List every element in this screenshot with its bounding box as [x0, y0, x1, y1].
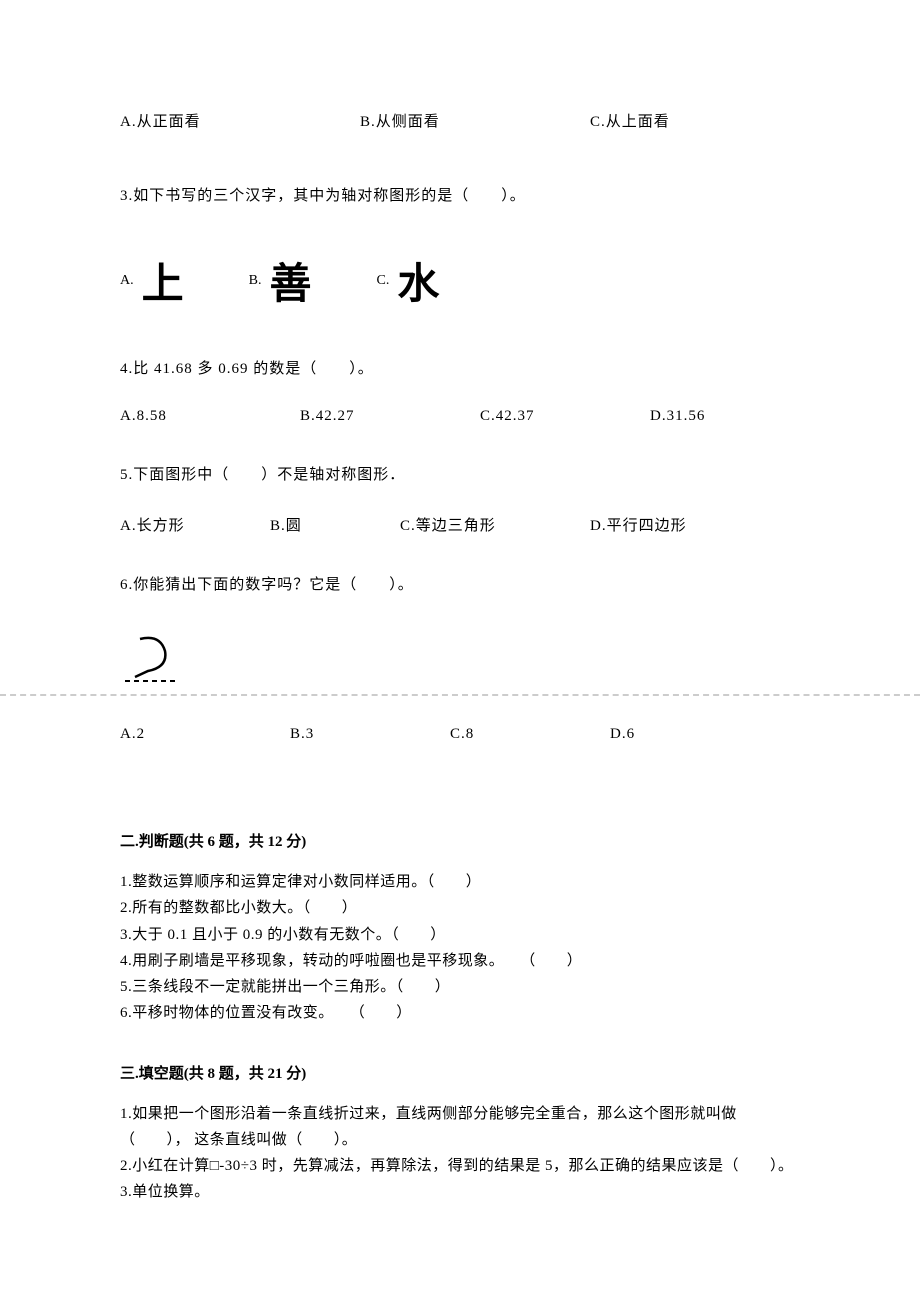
q5-option-a: A.长方形 [120, 514, 270, 535]
q3-label-a: A. [120, 273, 134, 289]
q3-option-b: B. 善 [249, 250, 312, 311]
q5-text: 5.下面图形中（ ）不是轴对称图形． [120, 462, 800, 489]
judge-1: 1.整数运算顺序和运算定律对小数同样适用。（ ） [120, 869, 800, 895]
q3-text: 3.如下书写的三个汉字，其中为轴对称图形的是（ ）。 [120, 183, 800, 210]
q3-label-c: C. [377, 273, 390, 289]
q6-option-d: D.6 [610, 726, 635, 743]
q4-option-b: B.42.27 [300, 408, 480, 425]
q3-char-c: 水 [397, 250, 439, 311]
q3-label-b: B. [249, 273, 262, 289]
q4-option-a: A.8.58 [120, 408, 300, 425]
q2-option-c: C.从上面看 [590, 110, 670, 131]
q5-options: A.长方形 B.圆 C.等边三角形 D.平行四边形 [120, 514, 800, 535]
q6-option-b: B.3 [290, 726, 450, 743]
q4-options: A.8.58 B.42.27 C.42.37 D.31.56 [120, 408, 800, 425]
q6-option-a: A.2 [120, 726, 290, 743]
q3-option-a: A. 上 [120, 250, 184, 311]
q4-text: 4.比 41.68 多 0.69 的数是（ ）。 [120, 356, 800, 383]
page-divider [0, 694, 920, 696]
q2-option-b: B.从侧面看 [360, 110, 590, 131]
q2-options: A.从正面看 B.从侧面看 C.从上面看 [120, 110, 800, 131]
q6-text: 6.你能猜出下面的数字吗？它是（ ）。 [120, 572, 800, 599]
judge-2: 2.所有的整数都比小数大。（ ） [120, 895, 800, 921]
judge-6: 6.平移时物体的位置没有改变。 （ ） [120, 1000, 800, 1026]
q6-options: A.2 B.3 C.8 D.6 [120, 726, 800, 743]
q5-option-c: C.等边三角形 [400, 514, 590, 535]
q6-option-c: C.8 [450, 726, 610, 743]
section3-items: 1.如果把一个图形沿着一条直线折过来，直线两侧部分能够完全重合，那么这个图形就叫… [120, 1101, 800, 1206]
q5-option-d: D.平行四边形 [590, 514, 687, 535]
q4-option-c: C.42.37 [480, 408, 650, 425]
q5-option-b: B.圆 [270, 514, 400, 535]
fill-2: 2.小红在计算□-30÷3 时，先算减法，再算除法，得到的结果是 5，那么正确的… [120, 1153, 800, 1179]
judge-5: 5.三条线段不一定就能拼出一个三角形。（ ） [120, 974, 800, 1000]
section2-items: 1.整数运算顺序和运算定律对小数同样适用。（ ） 2.所有的整数都比小数大。（ … [120, 869, 800, 1027]
q3-options: A. 上 B. 善 C. 水 [120, 250, 800, 311]
section3-title: 三.填空题(共 8 题，共 21 分) [120, 1062, 800, 1083]
q4-option-d: D.31.56 [650, 408, 705, 425]
judge-4: 4.用刷子刷墙是平移现象，转动的呼啦圈也是平移现象。 （ ） [120, 948, 800, 974]
judge-3: 3.大于 0.1 且小于 0.9 的小数有无数个。（ ） [120, 922, 800, 948]
q2-option-a: A.从正面看 [120, 110, 360, 131]
fill-1: 1.如果把一个图形沿着一条直线折过来，直线两侧部分能够完全重合，那么这个图形就叫… [120, 1101, 800, 1154]
q6-mirror-figure [120, 629, 800, 689]
section2-title: 二.判断题(共 6 题，共 12 分) [120, 830, 800, 851]
q3-option-c: C. 水 [377, 250, 440, 311]
fill-3: 3.单位换算。 [120, 1179, 800, 1205]
q3-char-a: 上 [142, 250, 184, 311]
q3-char-b: 善 [269, 250, 311, 311]
